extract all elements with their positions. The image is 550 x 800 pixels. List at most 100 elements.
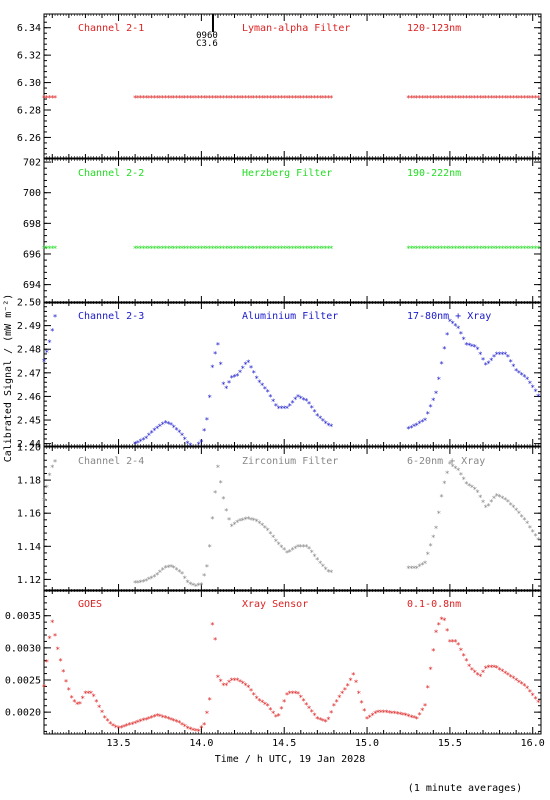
data-point: * — [406, 94, 411, 103]
data-point: * — [378, 709, 383, 718]
data-point: * — [279, 244, 284, 253]
data-point: * — [147, 432, 152, 441]
data-point: * — [147, 244, 152, 253]
data-point: * — [470, 244, 475, 253]
data-point: * — [514, 94, 519, 103]
panel-channel-label: Channel 2-1 — [78, 23, 144, 34]
data-point: * — [298, 94, 303, 103]
data-point: * — [144, 94, 149, 103]
data-point: * — [533, 94, 538, 103]
data-point: * — [221, 94, 226, 103]
data-point: * — [174, 426, 179, 435]
x-tick-label: 14.0 — [189, 738, 213, 749]
data-point: * — [459, 94, 464, 103]
data-point: * — [160, 244, 165, 253]
data-point: * — [224, 385, 229, 394]
data-point: * — [287, 689, 292, 698]
data-point: * — [522, 516, 527, 525]
data-point: * — [229, 374, 234, 383]
data-point: * — [188, 580, 193, 589]
data-point: * — [522, 682, 527, 691]
panel-filter-label: Aluminium Filter — [242, 311, 338, 322]
data-point: * — [475, 489, 480, 498]
panel-frame — [43, 158, 542, 304]
data-point: * — [329, 244, 334, 253]
data-point: * — [163, 714, 168, 723]
data-point: * — [439, 493, 444, 502]
data-point: * — [243, 244, 248, 253]
data-point: * — [464, 94, 469, 103]
data-point: * — [522, 94, 527, 103]
data-point: * — [279, 405, 284, 414]
data-point: * — [89, 689, 94, 698]
data-point: * — [428, 665, 433, 674]
data-point: * — [492, 244, 497, 253]
data-point: * — [514, 367, 519, 376]
y-tick-label: 6.30 — [17, 78, 41, 89]
panel-5: 0.0020 0.0025 0.0030 0.0035 GOES Xray Sensor 0… — [5, 589, 545, 749]
data-point: * — [494, 350, 499, 359]
data-point: * — [152, 573, 157, 582]
data-point: * — [271, 709, 276, 718]
data-point: * — [133, 719, 138, 728]
data-point: * — [202, 721, 207, 730]
data-point: * — [135, 579, 140, 588]
data-point: * — [182, 435, 187, 444]
data-point: * — [42, 683, 47, 692]
data-series: ****************************************… — [42, 615, 541, 736]
x-axis-label: Time / h UTC, 19 Jan 2028 — [215, 754, 366, 765]
data-point: * — [304, 701, 309, 710]
data-point: * — [155, 712, 160, 721]
data-point: * — [528, 380, 533, 389]
data-point: * — [111, 722, 116, 731]
data-point: * — [436, 244, 441, 253]
data-point: * — [293, 689, 298, 698]
data-point: * — [138, 578, 143, 587]
data-point: * — [478, 94, 483, 103]
data-point: * — [290, 546, 295, 555]
data-point: * — [436, 94, 441, 103]
data-point: * — [202, 427, 207, 436]
data-point: * — [232, 677, 237, 686]
data-point: * — [285, 549, 290, 558]
data-point: * — [431, 533, 436, 542]
data-point: * — [171, 423, 176, 432]
x-tick-label: 15.5 — [438, 738, 462, 749]
data-point: * — [530, 244, 535, 253]
data-point: * — [519, 513, 524, 522]
data-point: * — [249, 94, 254, 103]
data-point: * — [508, 501, 513, 510]
panel-band-label: 6-20nm + Xray — [407, 456, 485, 467]
data-point: * — [224, 681, 229, 690]
data-point: * — [193, 582, 198, 591]
data-point: * — [511, 675, 516, 684]
data-point: * — [251, 244, 256, 253]
data-point: * — [218, 479, 223, 488]
data-point: * — [254, 244, 259, 253]
data-point: * — [163, 419, 168, 428]
data-point: * — [188, 94, 193, 103]
data-point: * — [505, 671, 510, 680]
data-point: * — [257, 94, 262, 103]
data-point: * — [257, 378, 262, 387]
data-point: * — [450, 244, 455, 253]
data-point: * — [464, 341, 469, 350]
data-point: * — [461, 335, 466, 344]
data-point: * — [318, 94, 323, 103]
data-point: * — [312, 408, 317, 417]
data-point: * — [401, 711, 406, 720]
data-point: * — [285, 405, 290, 414]
data-point: * — [235, 244, 240, 253]
data-point: * — [199, 244, 204, 253]
data-point: * — [320, 417, 325, 426]
data-point: * — [420, 561, 425, 570]
data-point: * — [50, 619, 55, 628]
data-point: * — [227, 516, 232, 525]
data-point: * — [456, 244, 461, 253]
data-point: * — [497, 94, 502, 103]
data-point: * — [262, 524, 267, 533]
data-point: * — [271, 397, 276, 406]
data-point: * — [436, 376, 441, 385]
data-point: * — [100, 709, 105, 718]
data-point: * — [42, 94, 47, 103]
